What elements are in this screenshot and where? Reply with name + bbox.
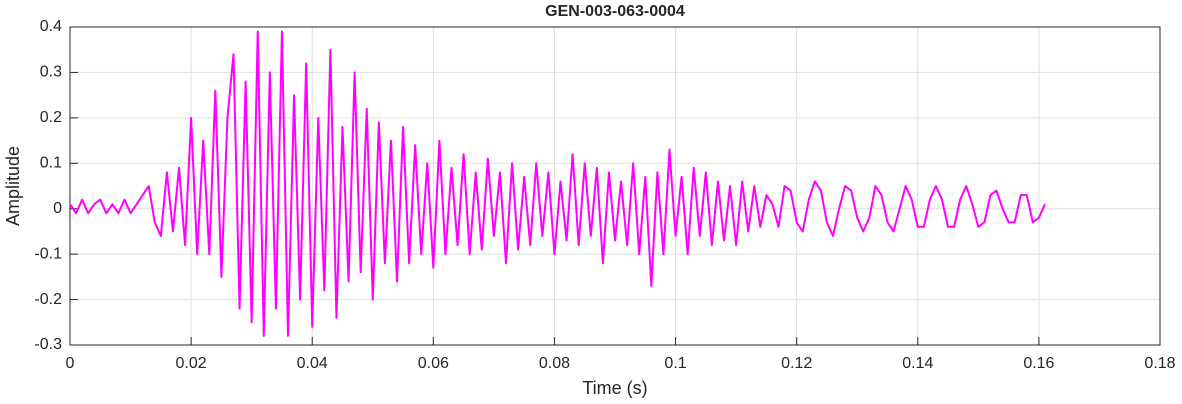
chart-title: GEN-003-063-0004 <box>545 3 685 20</box>
y-axis-label: Amplitude <box>3 146 23 226</box>
y-tick-label: -0.3 <box>34 336 62 353</box>
y-tick-label: 0.1 <box>40 155 62 172</box>
signal-line <box>69 30 1046 337</box>
y-tick-label: 0 <box>53 200 62 217</box>
x-tick-label: 0.06 <box>418 355 449 372</box>
x-axis-label: Time (s) <box>582 378 647 398</box>
x-tick-label: 0.04 <box>297 355 328 372</box>
y-tick-label: 0.2 <box>40 109 62 126</box>
x-tick-label: 0.08 <box>539 355 570 372</box>
x-tick-label: 0.14 <box>902 355 933 372</box>
y-tick-label: 0.3 <box>40 64 62 81</box>
x-tick-label: 0.02 <box>176 355 207 372</box>
plot-frame <box>69 26 1161 346</box>
x-tick-label: 0.16 <box>1023 355 1054 372</box>
x-tick-label: 0.1 <box>664 355 686 372</box>
y-tick-label: -0.2 <box>34 291 62 308</box>
x-tick-label: 0.12 <box>781 355 812 372</box>
x-tick-label: 0 <box>66 355 75 372</box>
x-tick-label: 0.18 <box>1144 355 1175 372</box>
y-tick-label: 0.4 <box>40 18 62 35</box>
y-tick-label: -0.1 <box>34 245 62 262</box>
